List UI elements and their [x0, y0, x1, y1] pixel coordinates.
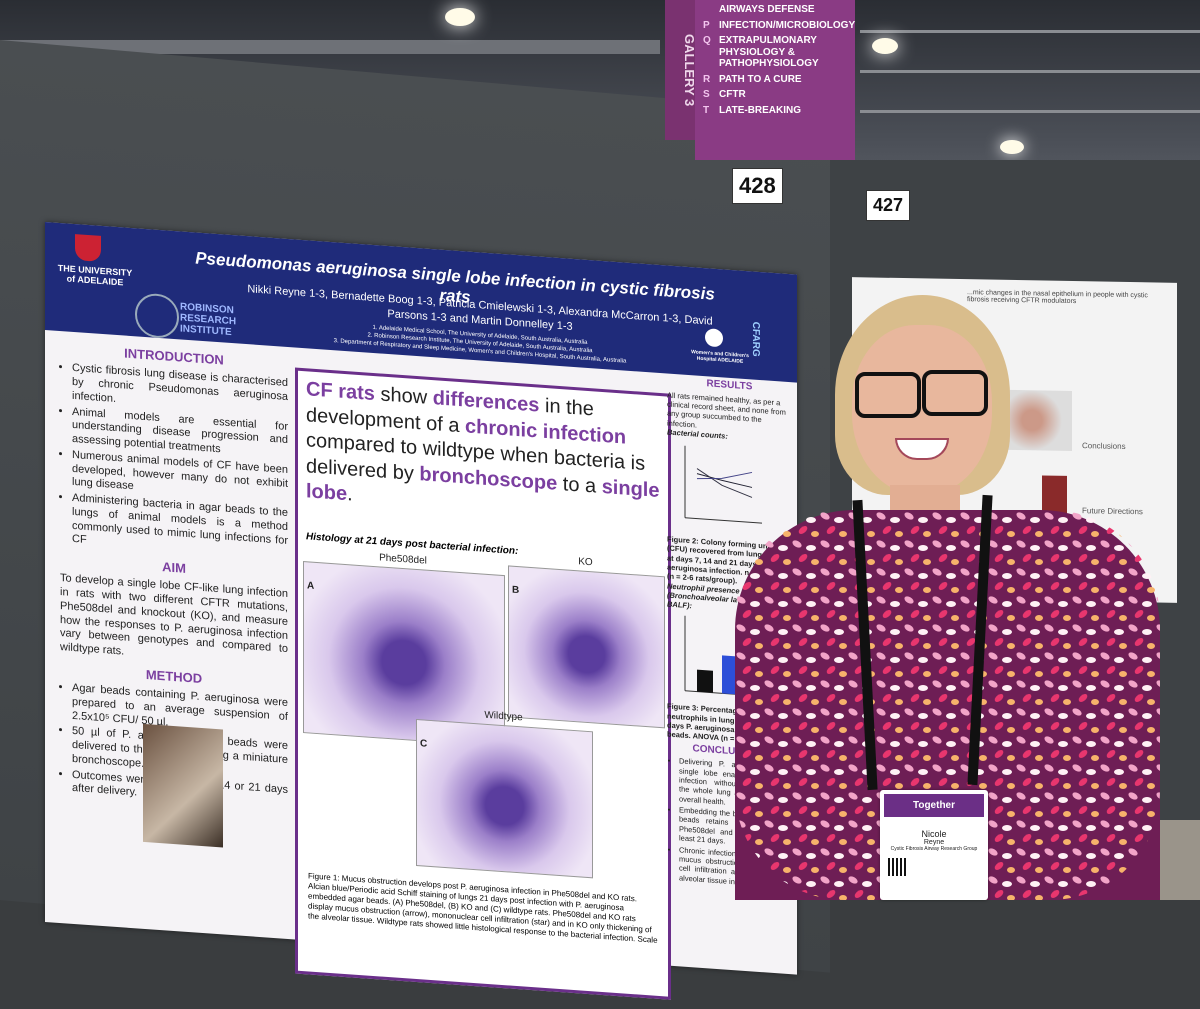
badge-first-name: Nicole — [921, 829, 947, 839]
banner-text: LATE-BREAKING — [719, 104, 802, 116]
name-badge: Together Nicole Reyne Cystic Fibrosis Ai… — [880, 790, 988, 900]
qr-code — [888, 858, 906, 876]
pattern-fill — [735, 510, 1160, 900]
highlight-emphasis: CF rats — [306, 378, 375, 406]
poster: THE UNIVERSITY of ADELAIDE ROBINSON RESE… — [45, 222, 797, 1000]
truss — [860, 70, 1200, 73]
neutrophil-chart-figure — [684, 615, 762, 697]
cfu-chart-figure — [684, 446, 762, 525]
booth-number: 427 — [866, 190, 911, 221]
neighbor-heading: Conclusions — [1082, 441, 1126, 451]
histology-image: B — [508, 565, 665, 729]
gallery-sign: GALLERY 3 — [665, 0, 697, 140]
duct — [0, 40, 660, 54]
banner-list: P INFECTION/MICROBIOLOGY Q EXTRAPULMONARY P… — [695, 20, 855, 117]
highlight-emphasis: bronchoscope — [419, 462, 558, 495]
highlight-emphasis: differences — [432, 387, 540, 417]
highlight-segment: . — [347, 483, 353, 506]
aim-text: To develop a single lobe CF-like lung in… — [60, 572, 288, 658]
banner-letter: Q — [703, 35, 711, 46]
hospital-emblem — [705, 328, 723, 348]
banner-item: Q EXTRAPULMONARY PHYSIOLOGY & PATHOPHYSIO… — [703, 35, 847, 70]
histology-image: A — [303, 561, 505, 748]
topic-banner: AIRWAYS DEFENSE P INFECTION/MICROBIOLOGY Q… — [695, 0, 855, 160]
university-logo: THE UNIVERSITY of ADELAIDE — [57, 262, 133, 288]
panel-letter: A — [307, 580, 315, 592]
truss — [860, 110, 1200, 113]
booth-number: 428 — [732, 168, 783, 204]
trend — [696, 468, 753, 499]
badge-group: Cystic Fibrosis Airway Research Group — [890, 846, 978, 852]
institute-emblem — [135, 292, 179, 340]
panel-letter: B — [512, 584, 520, 597]
banner-text: CFTR — [719, 89, 746, 100]
histology-image: C — [416, 718, 593, 879]
neighbor-title: ...mic changes in the nasal epithelium i… — [967, 289, 1148, 306]
truss — [860, 30, 1200, 33]
right-column: RESULTS All rats remained healthy, as pe… — [667, 373, 792, 892]
photo-scene: GALLERY 3 AIRWAYS DEFENSE P INFECTION/MIC… — [0, 0, 1200, 900]
banner-item: P INFECTION/MICROBIOLOGY — [703, 19, 855, 32]
method-photo — [143, 723, 223, 848]
banner-item: AIRWAYS DEFENSE — [703, 4, 847, 16]
panel-label: KO — [578, 556, 593, 569]
banner-item: T LATE-BREAKING — [703, 105, 847, 117]
light — [1000, 140, 1024, 154]
bullet-list: Cystic fibrosis lung disease is characte… — [60, 361, 288, 562]
crest — [75, 234, 101, 262]
banner-letter: R — [703, 73, 711, 85]
highlight-panel: CF rats show differences in the developm… — [295, 367, 671, 1000]
light — [445, 8, 475, 26]
banner-text: EXTRAPULMONARY PHYSIOLOGY & PATHOPHYSIOL… — [719, 35, 819, 69]
dress-pattern — [735, 510, 1160, 900]
banner-text: AIRWAYS DEFENSE — [719, 4, 815, 15]
glasses — [855, 372, 921, 418]
banner-text: PATH TO A CURE — [719, 73, 802, 85]
highlight-segment: show — [374, 383, 433, 410]
figure-caption: Figure 1: Mucus obstruction develops pos… — [308, 871, 658, 945]
histology-heading: Histology at 21 days post bacterial infe… — [306, 531, 519, 558]
banner-letter: S — [703, 89, 710, 100]
trend — [696, 473, 753, 489]
panel-letter: C — [420, 738, 428, 750]
bar-graphic — [697, 669, 713, 693]
institute-logo: ROBINSON RESEARCH INSTITUTE — [180, 301, 237, 339]
trend — [696, 472, 753, 480]
banner-item: R PATH TO A CURE — [703, 74, 847, 86]
group-logo: CFARG — [750, 321, 761, 358]
panel-label: Phe508del — [379, 552, 427, 567]
banner-text: INFECTION/MICROBIOLOGY — [719, 19, 856, 31]
badge-last-name: Reyne — [923, 839, 945, 846]
banner-letter: P — [703, 19, 710, 31]
highlight-text: CF rats show differences in the developm… — [306, 377, 661, 530]
axis — [685, 517, 762, 525]
highlight-segment: to a — [557, 472, 602, 498]
light — [872, 38, 898, 54]
banner-item: S CFTR — [703, 89, 847, 101]
badge-event: Together — [884, 794, 984, 817]
banner-letter: T — [703, 104, 710, 116]
bar-graphic — [722, 655, 738, 695]
glasses — [922, 370, 988, 416]
